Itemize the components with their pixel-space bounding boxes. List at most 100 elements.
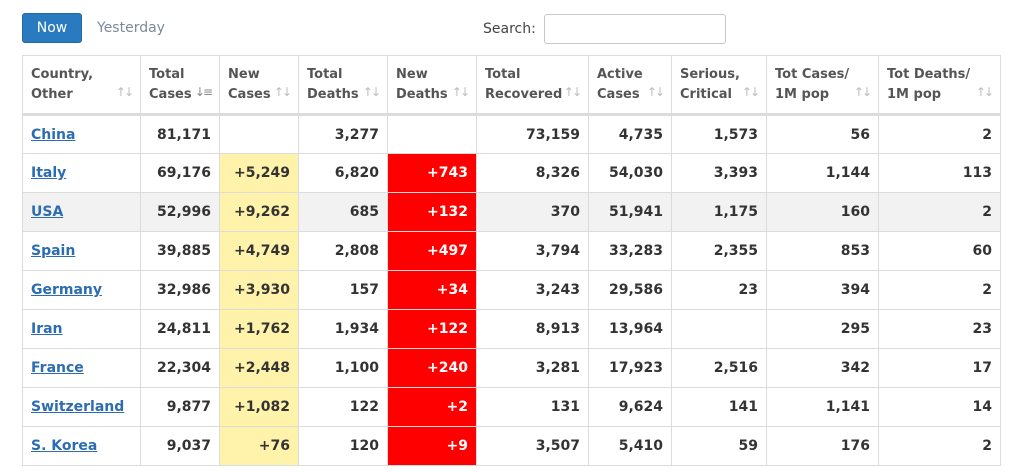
- search-input[interactable]: [543, 14, 726, 44]
- cell-total-deaths: 1,934: [298, 309, 388, 349]
- cell-total-deaths: 122: [298, 387, 388, 427]
- cell-country: Switzerland: [22, 387, 141, 427]
- column-header-label: Deaths: [396, 86, 448, 102]
- cell-active-cases: 29,586: [588, 270, 672, 310]
- cell-new-cases: [219, 114, 299, 154]
- cell-new-deaths: +122: [387, 309, 477, 349]
- cell-country: Italy: [22, 153, 141, 193]
- countries-table: Country, Other ↑↓ Total Cases ↓≡ New Cases ↑↓ Tot…: [22, 55, 1001, 466]
- cell-total-recovered: 370: [476, 192, 589, 232]
- country-link[interactable]: USA: [31, 204, 64, 220]
- cell-total-deaths: 120: [298, 426, 388, 466]
- cell-total-recovered: 8,913: [476, 309, 589, 349]
- country-link[interactable]: Switzerland: [31, 399, 125, 415]
- sort-icon[interactable]: ↑↓: [975, 85, 994, 99]
- sort-icon[interactable]: ↑↓: [563, 85, 582, 99]
- country-link[interactable]: France: [31, 360, 84, 376]
- cell-serious-critical: 3,393: [671, 153, 767, 193]
- cell-tot-cases-per-1m: 56: [766, 114, 879, 154]
- cell-new-cases: +4,749: [219, 231, 299, 271]
- cell-new-deaths: +132: [387, 192, 477, 232]
- cell-total-deaths: 1,100: [298, 348, 388, 388]
- cell-serious-critical: 59: [671, 426, 767, 466]
- cell-serious-critical: 1,175: [671, 192, 767, 232]
- cell-total-recovered: 3,243: [476, 270, 589, 310]
- column-header-total-recovered[interactable]: Total Recovered ↑↓: [476, 55, 589, 116]
- column-header-label: Total: [149, 66, 185, 82]
- cell-new-cases: +3,930: [219, 270, 299, 310]
- cell-tot-cases-per-1m: 295: [766, 309, 879, 349]
- cell-new-cases: +1,082: [219, 387, 299, 427]
- sort-icon[interactable]: ↑↓: [741, 85, 760, 99]
- column-header-label: Recovered: [485, 86, 563, 102]
- sort-icon[interactable]: ↑↓: [362, 85, 381, 99]
- cell-active-cases: 54,030: [588, 153, 672, 193]
- cell-tot-deaths-per-1m: 60: [878, 231, 1001, 271]
- table-row: Germany 32,986 +3,930 157 +34 3,243 29,586 23 39…: [22, 270, 1001, 310]
- search-box: Search:: [483, 14, 726, 44]
- cell-tot-cases-per-1m: 1,141: [766, 387, 879, 427]
- country-link[interactable]: Germany: [31, 282, 103, 298]
- column-header-new-cases[interactable]: New Cases ↑↓: [219, 55, 299, 116]
- cell-tot-deaths-per-1m: 14: [878, 387, 1001, 427]
- sort-icon[interactable]: ↑↓: [853, 85, 872, 99]
- cell-country: Spain: [22, 231, 141, 271]
- column-header-label: Cases: [597, 86, 640, 102]
- cell-new-cases: +76: [219, 426, 299, 466]
- cell-country: Iran: [22, 309, 141, 349]
- sort-icon[interactable]: ↑↓: [451, 85, 470, 99]
- cell-tot-cases-per-1m: 176: [766, 426, 879, 466]
- sort-icon[interactable]: ↑↓: [273, 85, 292, 99]
- table-row: Italy 69,176 +5,249 6,820 +743 8,326 54,030 3,3…: [22, 153, 1001, 193]
- country-link[interactable]: Italy: [31, 165, 67, 181]
- country-link[interactable]: S. Korea: [31, 438, 98, 454]
- column-header-tot-deaths-per-1m[interactable]: Tot Deaths/1M pop ↑↓: [878, 55, 1001, 116]
- column-header-new-deaths[interactable]: New Deaths ↑↓: [387, 55, 477, 116]
- table-row: China 81,171 3,277 73,159 4,735 1,573 56 2: [22, 114, 1001, 154]
- column-header-label: Tot Cases/: [775, 66, 850, 82]
- cell-tot-deaths-per-1m: 2: [878, 192, 1001, 232]
- cell-total-deaths: 157: [298, 270, 388, 310]
- cell-active-cases: 13,964: [588, 309, 672, 349]
- column-header-label: 1M pop: [887, 86, 942, 102]
- table-row: France 22,304 +2,448 1,100 +240 3,281 17,923 2,…: [22, 348, 1001, 388]
- country-link[interactable]: Spain: [31, 243, 76, 259]
- cell-new-deaths: +497: [387, 231, 477, 271]
- cell-tot-deaths-per-1m: 2: [878, 426, 1001, 466]
- cell-total-recovered: 3,794: [476, 231, 589, 271]
- sort-icon[interactable]: ↑↓: [115, 85, 134, 99]
- column-header-active-cases[interactable]: Active Cases ↑↓: [588, 55, 672, 116]
- cell-country: S. Korea: [22, 426, 141, 466]
- cell-new-deaths: +240: [387, 348, 477, 388]
- cell-tot-deaths-per-1m: 23: [878, 309, 1001, 349]
- country-link[interactable]: China: [31, 126, 76, 143]
- column-header-country[interactable]: Country, Other ↑↓: [22, 55, 141, 116]
- table-row: Switzerland 9,877 +1,082 122 +2 131 9,624 141 1,…: [22, 387, 1001, 427]
- yesterday-tab[interactable]: Yesterday: [97, 20, 165, 36]
- cell-tot-deaths-per-1m: 113: [878, 153, 1001, 193]
- cell-tot-cases-per-1m: 394: [766, 270, 879, 310]
- cell-new-cases: +1,762: [219, 309, 299, 349]
- cell-new-cases: +5,249: [219, 153, 299, 193]
- cell-active-cases: 5,410: [588, 426, 672, 466]
- table-row: USA 52,996 +9,262 685 +132 370 51,941 1,175 160 2: [22, 192, 1001, 232]
- cell-country: USA: [22, 192, 141, 232]
- column-header-serious-critical[interactable]: Serious, Critical ↑↓: [671, 55, 767, 116]
- sort-descending-icon[interactable]: ↓≡: [194, 85, 213, 99]
- cell-serious-critical: 2,355: [671, 231, 767, 271]
- cell-active-cases: 17,923: [588, 348, 672, 388]
- column-header-tot-cases-per-1m[interactable]: Tot Cases/1M pop ↑↓: [766, 55, 879, 116]
- column-header-label: Active: [597, 66, 643, 82]
- country-link[interactable]: Iran: [31, 321, 63, 337]
- cell-total-recovered: 3,507: [476, 426, 589, 466]
- column-header-total-deaths[interactable]: Total Deaths ↑↓: [298, 55, 388, 116]
- sort-icon[interactable]: ↑↓: [646, 85, 665, 99]
- cell-active-cases: 33,283: [588, 231, 672, 271]
- now-tab[interactable]: Now: [22, 13, 82, 43]
- cell-tot-cases-per-1m: 853: [766, 231, 879, 271]
- cell-total-recovered: 3,281: [476, 348, 589, 388]
- column-header-total-cases[interactable]: Total Cases ↓≡: [140, 55, 220, 116]
- cell-country: France: [22, 348, 141, 388]
- cell-total-deaths: 3,277: [298, 114, 388, 154]
- cell-serious-critical: 23: [671, 270, 767, 310]
